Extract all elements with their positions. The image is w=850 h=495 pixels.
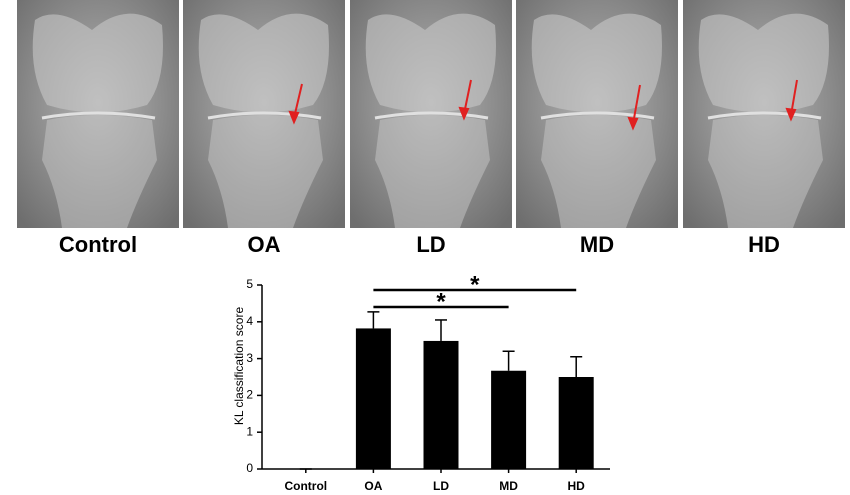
arrows: [288, 79, 798, 131]
xray-image: [15, 0, 181, 230]
y-tick-label: 3: [246, 351, 253, 365]
xray-image: [348, 0, 514, 230]
x-tick-label: LD: [433, 479, 449, 493]
panel-label: HD: [748, 232, 780, 257]
panel-label: OA: [248, 232, 281, 257]
x-tick-label: HD: [568, 479, 586, 493]
xray-image: [181, 0, 347, 230]
x-tick-label: MD: [499, 479, 518, 493]
panel-label: Control: [59, 232, 137, 257]
y-tick-label: 4: [246, 314, 253, 328]
bar: [423, 340, 459, 469]
bar: [355, 328, 391, 469]
x-tick-label: OA: [364, 479, 382, 493]
y-tick-label: 0: [246, 461, 253, 475]
y-tick-label: 1: [246, 424, 253, 438]
x-tick-label: Control: [284, 479, 327, 493]
xray-image: [681, 0, 847, 230]
bar: [491, 370, 527, 469]
xray-image: [514, 0, 680, 230]
y-tick-label: 2: [246, 388, 253, 402]
significance-label: *: [436, 288, 446, 315]
significance-label: *: [470, 271, 480, 298]
panel-label: MD: [580, 232, 614, 257]
y-tick-label: 5: [246, 277, 253, 291]
bar: [558, 377, 594, 469]
panel-label: LD: [416, 232, 445, 257]
xray-panels: [15, 0, 847, 230]
y-axis-label: KL classification score: [232, 307, 246, 426]
